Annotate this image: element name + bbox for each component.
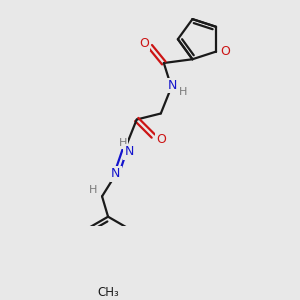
Text: O: O — [156, 133, 166, 146]
Text: H: H — [89, 185, 97, 195]
Text: N: N — [168, 79, 178, 92]
Text: N: N — [124, 146, 134, 158]
Text: H: H — [119, 138, 127, 148]
Text: CH₃: CH₃ — [97, 286, 119, 298]
Text: H: H — [179, 87, 188, 97]
Text: O: O — [139, 37, 149, 50]
Text: O: O — [220, 45, 230, 58]
Text: N: N — [111, 167, 120, 180]
